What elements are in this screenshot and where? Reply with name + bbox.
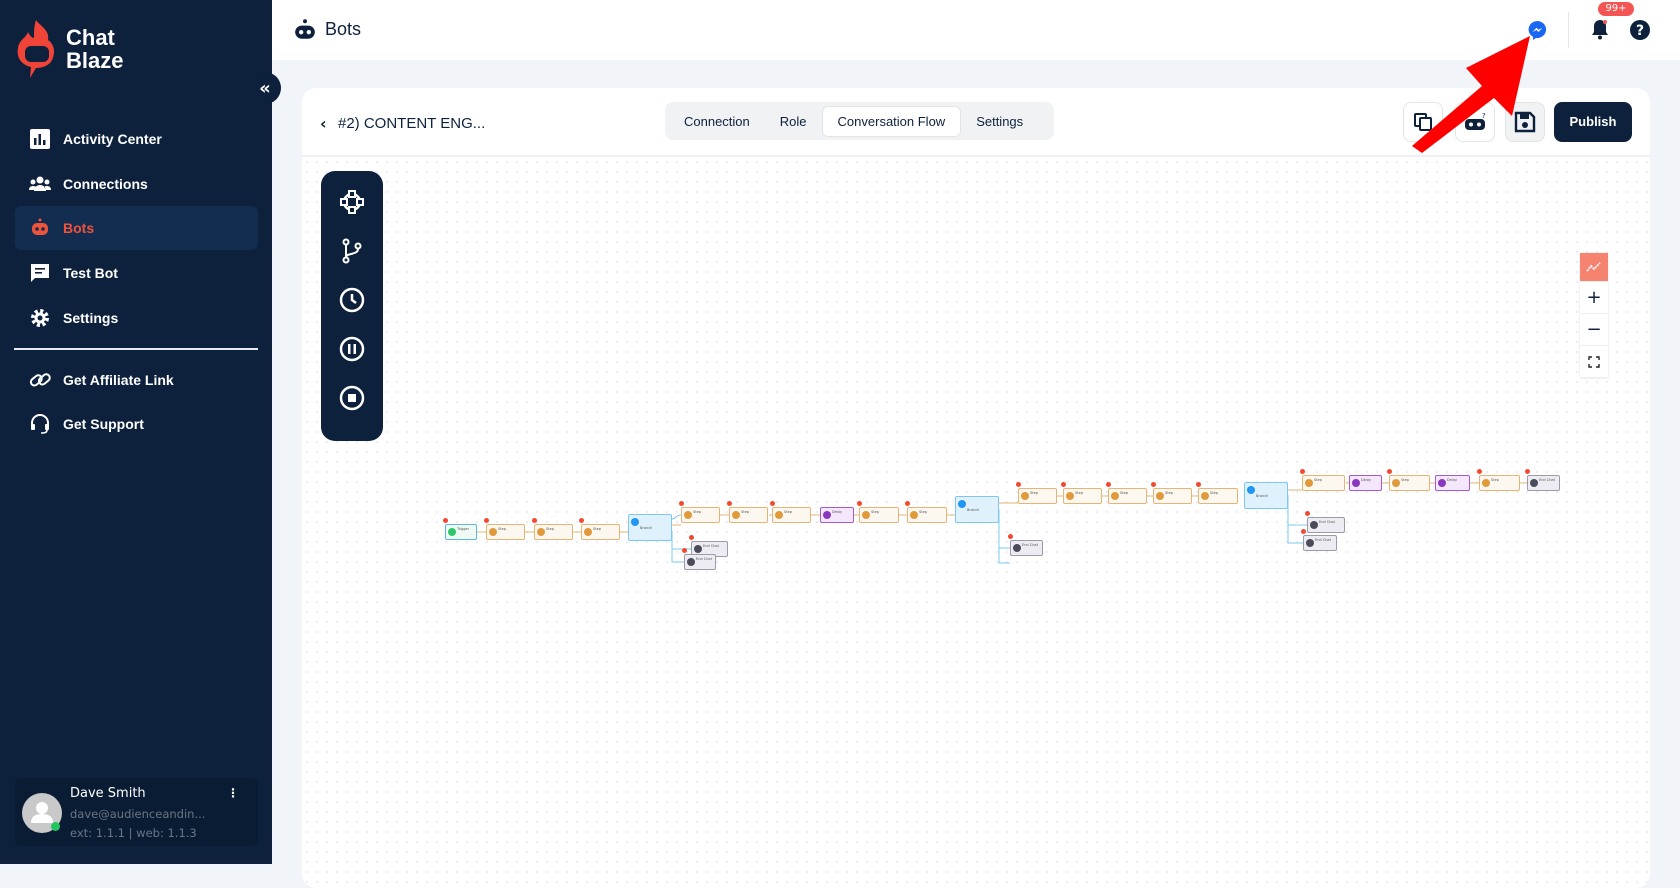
flow-node-delay[interactable]: Delay [820,507,854,523]
robot-question-icon: ? [1465,112,1486,130]
red-arrow-annotation [1412,36,1530,153]
notification-badge: 99+ [1598,2,1634,16]
zoom-controls: + − [1580,253,1608,378]
flow-node-end-chat[interactable]: End Chat [1525,469,1560,491]
user-email: dave@audienceandin... [70,807,206,821]
flow-node-end-chat[interactable]: End Chat [1301,529,1337,551]
flow-node-branch[interactable]: Branch [955,496,999,523]
users-icon [29,176,51,191]
sidebar-item-label: Bots [63,220,95,236]
flow-node-end-chat[interactable]: End Chat [682,548,716,570]
more-vertical-icon[interactable]: ⋮ [227,786,239,800]
bot-tabs: Connection Role Conversation Flow Settin… [665,102,1054,140]
pause-icon[interactable] [338,335,366,363]
fit-view-button[interactable] [1580,346,1608,378]
sidebar: Chat Blaze « Activity Center Connections … [0,0,281,864]
link-icon [29,373,51,387]
user-card[interactable]: Dave Smith dave@audienceandin... ext: 1.… [15,778,258,846]
page-title: Bots [325,19,362,39]
sidebar-item-label: Connections [63,176,148,192]
sidebar-item-settings[interactable]: Settings [15,296,258,340]
publish-button[interactable]: Publish [1554,102,1632,142]
flow-node-end-chat[interactable]: End Chat [1008,534,1043,556]
clock-icon[interactable] [338,286,366,314]
logo[interactable]: Chat Blaze [14,18,123,80]
help-icon[interactable]: ? [1629,19,1651,41]
robot-icon [295,19,315,39]
flow-node-step[interactable]: Step [579,518,620,540]
flow-node-step[interactable]: Step [1300,469,1345,491]
flow-node-end-chat[interactable]: End Chat [1305,511,1345,533]
flow-node-step[interactable]: Step [905,501,947,523]
flow-canvas[interactable]: + − Trigger Step Step Step Branch Step E… [302,157,1650,888]
flow-node-step[interactable]: Step [1016,482,1057,504]
zoom-in-button[interactable]: + [1580,282,1608,314]
tab-settings[interactable]: Settings [976,113,1024,129]
sidebar-item-test-bot[interactable]: Test Bot [15,251,258,295]
chart-icon [30,129,50,149]
flow-node-step[interactable]: Step [1061,482,1102,504]
user-name: Dave Smith [70,786,146,801]
tab-conversation-flow[interactable]: Conversation Flow [821,105,962,137]
top-header: Bots 99+ ? [272,0,1680,60]
sidebar-item-affiliate-link[interactable]: Get Affiliate Link [15,358,258,402]
flow-node-branch[interactable]: Branch [628,514,672,541]
bot-editor-card: ‹ #2) CONTENT ENG... Connection Role Con… [302,88,1650,888]
header-divider [302,155,1650,157]
zoom-out-button[interactable]: − [1580,314,1608,346]
headset-icon [31,414,49,434]
flow-node-trigger[interactable]: Trigger [443,518,477,540]
flow-node-step[interactable]: Step [1477,469,1520,491]
copy-icon [1414,113,1432,131]
flow-node-branch[interactable]: Branch [1244,482,1288,509]
version-info: ext: 1.1.1 | web: 1.1.3 [70,826,197,840]
messenger-icon[interactable] [1528,20,1548,40]
sidebar-item-label: Activity Center [63,131,162,147]
flow-node-delay[interactable]: Delay [1435,475,1470,491]
flow-toolbar [321,171,383,441]
back-chevron-icon[interactable]: ‹ [320,114,327,133]
sidebar-divider [14,348,258,350]
sidebar-item-label: Get Affiliate Link [63,372,174,388]
collapse-sidebar-button[interactable]: « [249,72,281,104]
trigger-node-icon[interactable] [338,188,366,216]
branch-icon[interactable] [338,237,366,265]
sidebar-item-label: Test Bot [63,265,118,281]
header-divider [1568,12,1569,48]
flow-node-step[interactable]: Step [484,518,525,540]
sidebar-item-connections[interactable]: Connections [15,162,258,206]
sidebar-item-label: Get Support [63,416,144,432]
brand-line2: Blaze [66,48,124,73]
brand-line1: Chat [66,25,115,50]
svg-text:?: ? [1482,112,1486,120]
floppy-disk-icon [1514,111,1536,133]
flow-node-step[interactable]: Step [857,501,899,523]
stop-icon[interactable] [338,384,366,412]
auto-layout-icon[interactable] [1580,253,1608,282]
flow-node-step[interactable]: Step [727,501,768,523]
robot-icon [32,218,48,235]
flow-node-step[interactable]: Step [1196,482,1238,504]
flow-node-delay[interactable]: Delay [1349,475,1382,491]
online-status-dot [51,822,60,831]
flow-connections [477,482,1527,564]
gear-icon [31,309,49,327]
chat-icon [31,264,49,282]
tab-connection[interactable]: Connection [684,113,750,129]
flow-node-step[interactable]: Step [532,518,573,540]
sidebar-item-bots[interactable]: Bots [15,206,258,250]
svg-text:?: ? [1636,23,1644,39]
bot-title: #2) CONTENT ENG... [338,115,486,132]
flame-chat-icon [17,20,55,78]
flow-node-step[interactable]: Step [1151,482,1192,504]
sidebar-item-label: Settings [63,310,119,326]
flow-node-step[interactable]: Step [1387,469,1430,491]
bell-icon[interactable] [1589,18,1611,40]
sidebar-item-get-support[interactable]: Get Support [15,402,258,446]
tab-role[interactable]: Role [779,113,807,129]
sidebar-item-activity-center[interactable]: Activity Center [15,117,258,161]
flow-node-step[interactable]: Step [679,501,720,523]
flow-node-step[interactable]: Step [770,501,811,523]
flow-node-step[interactable]: Step [1106,482,1147,504]
